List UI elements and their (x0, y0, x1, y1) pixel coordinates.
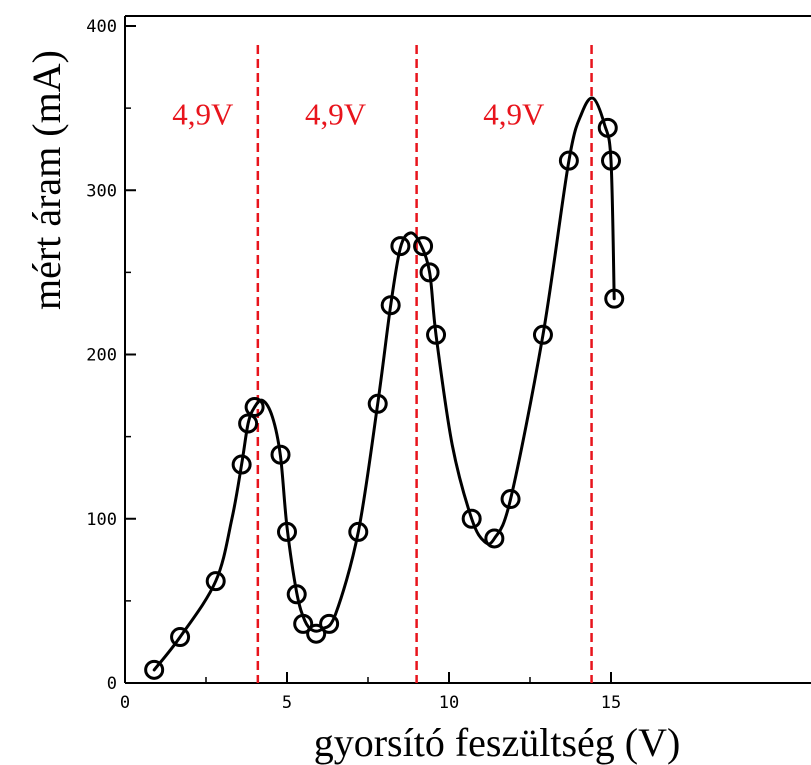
data-point (558, 150, 579, 171)
data-point (601, 150, 621, 171)
y-tick-label: 0 (107, 674, 117, 694)
annotation-label: 4,9V (305, 97, 367, 132)
data-point (597, 117, 618, 138)
data-point (238, 413, 259, 434)
annotations: 4,9V 4,9V 4,9V (172, 97, 545, 132)
x-tick-label: 5 (282, 693, 292, 713)
plot-frame (124, 15, 811, 684)
data-point (461, 508, 482, 529)
data-point (413, 236, 434, 257)
annotation-label: 4,9V (172, 97, 234, 132)
data-point (419, 262, 440, 283)
x-tick-label: 0 (120, 693, 130, 713)
data-point (293, 613, 314, 634)
y-axis-title: mért áram (mA) (24, 50, 69, 310)
data-point (380, 295, 401, 316)
data-point (484, 528, 505, 549)
data-point (231, 454, 252, 475)
data-point (277, 521, 297, 542)
x-tick-label: 15 (601, 693, 621, 713)
data-point (500, 489, 521, 510)
data-point (367, 393, 388, 414)
y-tick-label: 400 (86, 17, 117, 37)
y-tick-label: 200 (86, 346, 117, 366)
series-line (152, 96, 616, 672)
y-tick-label: 100 (86, 510, 117, 530)
data-point (170, 627, 191, 648)
x-ticks: 0 5 10 15 (120, 672, 621, 713)
x-axis-title: gyorsító feszültség (V) (314, 720, 681, 765)
data-point (319, 613, 340, 634)
data-point (286, 584, 307, 605)
data-point (205, 571, 226, 592)
y-ticks: 0 100 200 300 400 (86, 17, 136, 694)
data-point (532, 324, 553, 345)
y-tick-label: 300 (86, 181, 117, 201)
data-point (390, 236, 411, 257)
data-series (144, 96, 625, 680)
reference-lines (256, 45, 593, 683)
data-point (348, 521, 369, 542)
data-point (306, 623, 327, 644)
data-point (270, 444, 291, 465)
x-tick-label: 10 (439, 693, 459, 713)
data-point (244, 397, 265, 418)
data-point (426, 324, 447, 345)
data-point (604, 288, 625, 309)
annotation-label: 4,9V (483, 97, 545, 132)
data-point (144, 659, 165, 680)
